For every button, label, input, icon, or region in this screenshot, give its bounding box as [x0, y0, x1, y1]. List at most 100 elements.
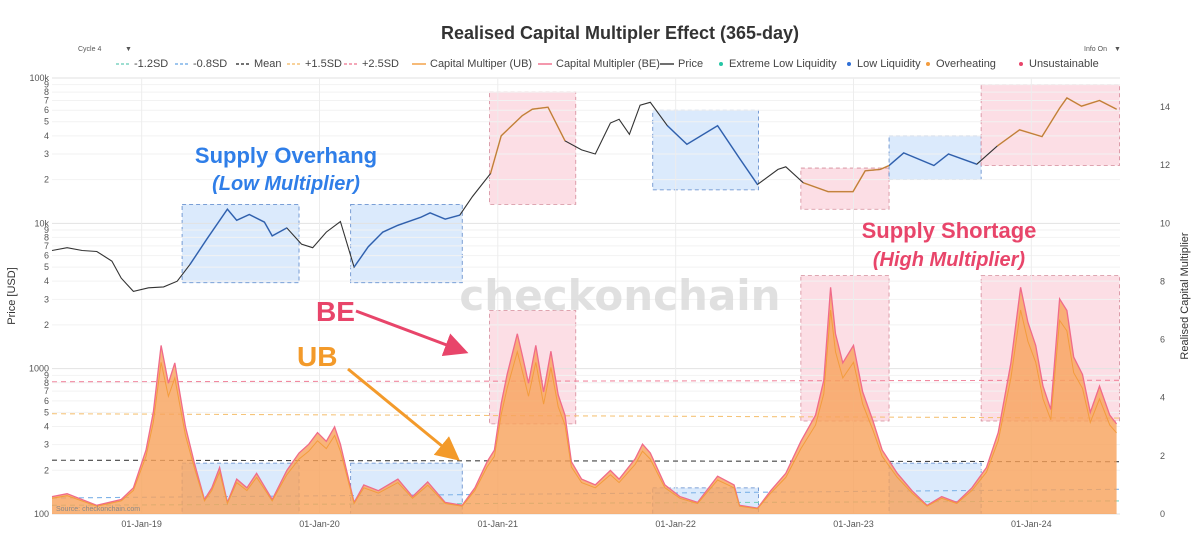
legend-label: +1.5SD: [305, 58, 342, 70]
zone-high-price: [800, 167, 890, 210]
legend-item[interactable]: Unsustainable: [1019, 58, 1099, 70]
legend-label: Overheating: [936, 58, 996, 70]
legend-marker: [926, 62, 930, 66]
y-left-minor-tick: 4: [44, 276, 49, 286]
be-arrow-icon: [355, 309, 469, 356]
x-tick-label: 01-Jan-19: [121, 519, 162, 529]
legend-item[interactable]: Price: [660, 58, 703, 70]
legend-item[interactable]: +2.5SD: [344, 58, 399, 70]
y-right-tick-label: 12: [1160, 160, 1170, 170]
y-left-minor-tick: 3: [44, 149, 49, 159]
legend-item[interactable]: Overheating: [926, 58, 996, 70]
legend-label: Price: [678, 58, 703, 70]
price-liquidity-overlay: [489, 106, 566, 174]
annotation-supply-shortage: Supply Shortage: [862, 218, 1037, 243]
legend-item[interactable]: +1.5SD: [287, 58, 342, 70]
zone-low-price: [652, 109, 759, 191]
cycle-dropdown[interactable]: Cycle 4 ▼: [78, 46, 132, 53]
y-left-minor-tick: 7: [44, 386, 49, 396]
y-left-minor-tick: 3: [44, 294, 49, 304]
legend-label: Mean: [254, 58, 282, 70]
legend-item[interactable]: Low Liquidity: [847, 58, 921, 70]
ub-arrow-icon: [347, 367, 460, 461]
legend-item[interactable]: Capital Multipler (BE): [538, 58, 660, 70]
legend-label: Unsustainable: [1029, 58, 1099, 70]
y-left-minor-tick: 9: [44, 80, 49, 90]
zone-high-price: [980, 84, 1120, 166]
y-left-minor-tick: 4: [44, 131, 49, 141]
price-liquidity-overlay: [803, 164, 890, 193]
y-right-tick-label: 8: [1160, 276, 1165, 286]
sd-band-plus_1_5: [51, 413, 1121, 419]
legend-item[interactable]: -1.2SD: [116, 58, 168, 70]
x-tick-label: 01-Jan-21: [478, 519, 519, 529]
chevron-down-icon: ▼: [125, 46, 132, 53]
watermark: checkonchain: [459, 271, 780, 320]
y-left-minor-tick: 4: [44, 422, 49, 432]
multiplier-area: [52, 287, 1117, 514]
annotations-layer: Supply Overhang (Low Multiplier) Supply Sh…: [195, 143, 1037, 461]
sd-band-mean: [51, 459, 1121, 463]
price-liquidity-overlay: [189, 207, 288, 266]
y-left-minor-tick: 8: [44, 87, 49, 97]
sd-band-plus_2_5: [51, 379, 1121, 383]
price-liquidity-overlay: [353, 212, 461, 268]
y-left-minor-tick: 7: [44, 96, 49, 106]
multiplier-be-line: [51, 287, 1118, 509]
info-dropdown[interactable]: Info On ▼: [1084, 46, 1121, 53]
legend-label: Extreme Low Liquidity: [729, 58, 837, 70]
zone-high-price: [489, 91, 577, 205]
legend-marker: [719, 62, 723, 66]
y-right-tick-label: 0: [1160, 509, 1165, 519]
y-left-minor-tick: 2: [44, 465, 49, 475]
y-left-minor-tick: 6: [44, 105, 49, 115]
price-layer: [51, 96, 1117, 293]
y-left-tick-label: 1000: [29, 364, 49, 374]
x-tick-label: 01-Jan-20: [299, 519, 340, 529]
price-liquidity-overlay: [666, 124, 759, 185]
zone-low-price: [181, 203, 300, 284]
x-tick-label: 01-Jan-23: [833, 519, 874, 529]
legend-label: -1.2SD: [134, 58, 168, 70]
y-left-minor-tick: 8: [44, 232, 49, 242]
y-left-minor-tick: 2: [44, 175, 49, 185]
y-left-minor-tick: 5: [44, 117, 49, 127]
source-label: Source: checkonchain.com: [56, 506, 140, 513]
zone-low-price: [888, 135, 982, 180]
y-right-tick-label: 10: [1160, 218, 1170, 228]
y-left-minor-tick: 5: [44, 407, 49, 417]
y-left-minor-tick: 2: [44, 320, 49, 330]
legend-item[interactable]: Capital Multiper (UB): [412, 58, 532, 70]
y-left-tick-label: 100k: [29, 73, 49, 83]
price-liquidity-overlay: [888, 151, 978, 167]
legend-item[interactable]: Extreme Low Liquidity: [719, 58, 837, 70]
legend-item[interactable]: Mean: [236, 58, 282, 70]
y-left-minor-tick: 7: [44, 241, 49, 251]
legend-item[interactable]: -0.8SD: [175, 58, 227, 70]
annotation-ub-label: UB: [297, 341, 337, 372]
y-right-tick-label: 6: [1160, 335, 1165, 345]
cycle-dropdown-label: Cycle 4: [78, 46, 101, 53]
legend-label: Low Liquidity: [857, 58, 921, 70]
x-tick-label: 01-Jan-22: [655, 519, 696, 529]
price-liquidity-overlay: [996, 96, 1117, 147]
legend-label: +2.5SD: [362, 58, 399, 70]
annotation-high-multiplier: (High Multiplier): [873, 249, 1026, 271]
y-right-tick-label: 14: [1160, 102, 1170, 112]
chart-title: Realised Capital Multipler Effect (365-d…: [441, 23, 799, 43]
y-left-tick-label: 10k: [34, 218, 49, 228]
multiplier-ub-line: [51, 309, 1117, 510]
legend-label: -0.8SD: [193, 58, 227, 70]
y-left-minor-tick: 3: [44, 440, 49, 450]
legend[interactable]: -1.2SD -0.8SD Mean +1.5SD +2.5SD Capital Mult…: [116, 58, 1099, 70]
y-left-minor-tick: 9: [44, 370, 49, 380]
y-right-tick-label: 2: [1160, 451, 1165, 461]
zone-low-price: [350, 203, 463, 284]
y-left-minor-tick: 6: [44, 251, 49, 261]
legend-label: Capital Multipler (BE): [556, 58, 660, 70]
y-left-minor-tick: 5: [44, 262, 49, 272]
y-left-minor-tick: 8: [44, 378, 49, 388]
y-axis-right-title: Realised Capital Multiplier: [1179, 232, 1191, 360]
y-axis-left-title: Price [USD]: [6, 267, 18, 324]
